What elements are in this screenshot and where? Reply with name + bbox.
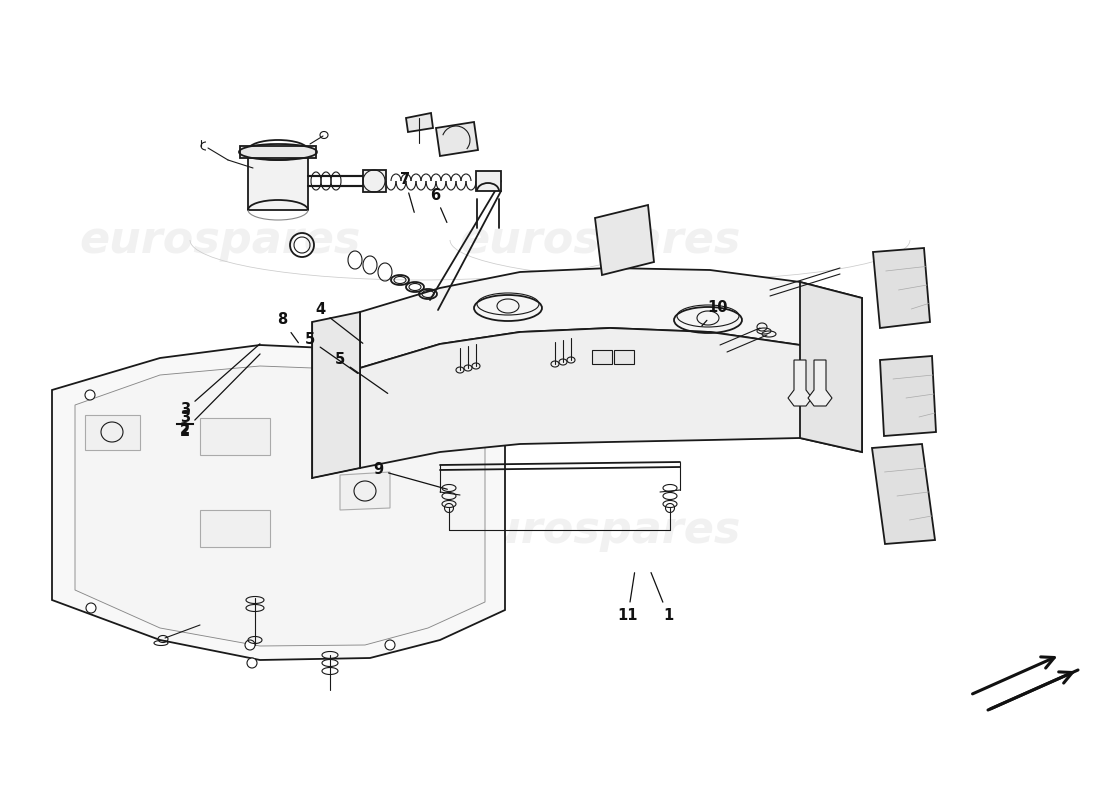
- Polygon shape: [363, 170, 386, 192]
- Circle shape: [385, 355, 395, 365]
- Text: 5: 5: [305, 333, 358, 374]
- Polygon shape: [200, 418, 270, 455]
- Polygon shape: [872, 444, 935, 544]
- Text: 2: 2: [180, 425, 190, 439]
- Polygon shape: [240, 146, 316, 158]
- Circle shape: [85, 390, 95, 400]
- Polygon shape: [312, 312, 360, 478]
- Text: 9: 9: [373, 462, 448, 490]
- Text: 1: 1: [651, 573, 673, 622]
- Polygon shape: [873, 248, 930, 328]
- Circle shape: [385, 640, 395, 650]
- Polygon shape: [360, 328, 862, 468]
- Polygon shape: [788, 360, 812, 406]
- Polygon shape: [592, 350, 612, 364]
- Text: 8: 8: [277, 313, 298, 342]
- Polygon shape: [248, 150, 308, 210]
- Polygon shape: [614, 350, 634, 364]
- Text: eurospares: eurospares: [79, 218, 361, 262]
- Text: 10: 10: [702, 301, 728, 326]
- Polygon shape: [595, 205, 654, 275]
- Circle shape: [248, 658, 257, 668]
- Polygon shape: [880, 356, 936, 436]
- Polygon shape: [436, 122, 478, 156]
- Text: 5: 5: [334, 353, 387, 394]
- Text: eurospares: eurospares: [460, 218, 740, 262]
- Polygon shape: [85, 415, 140, 450]
- Circle shape: [86, 603, 96, 613]
- Text: eurospares: eurospares: [460, 509, 740, 551]
- Polygon shape: [800, 282, 862, 452]
- Polygon shape: [340, 472, 390, 510]
- Polygon shape: [360, 268, 862, 368]
- Text: eurospares: eurospares: [79, 509, 361, 551]
- Text: 3: 3: [180, 410, 190, 426]
- Polygon shape: [200, 510, 270, 547]
- Text: 11: 11: [618, 573, 638, 622]
- Circle shape: [245, 640, 255, 650]
- Polygon shape: [75, 366, 485, 646]
- Polygon shape: [808, 360, 832, 406]
- Text: 6: 6: [430, 187, 447, 222]
- Text: 3: 3: [180, 344, 260, 418]
- Polygon shape: [406, 113, 433, 132]
- Text: 2: 2: [180, 354, 260, 438]
- Polygon shape: [52, 345, 505, 660]
- Text: 7: 7: [400, 173, 415, 212]
- Text: 4: 4: [315, 302, 363, 343]
- Polygon shape: [476, 171, 501, 191]
